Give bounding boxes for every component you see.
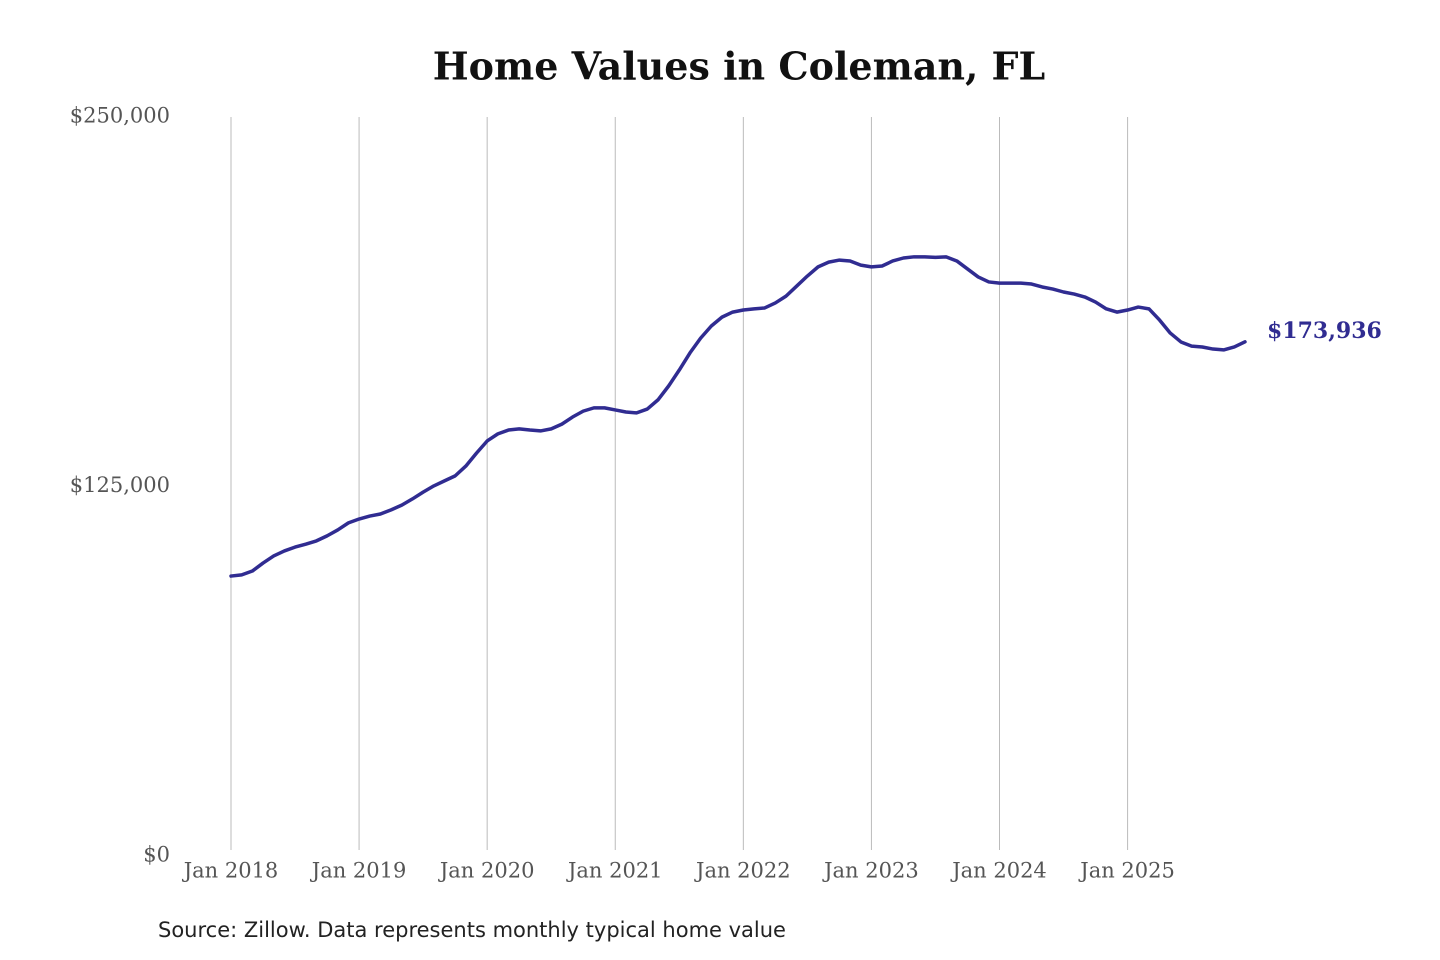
x-tick-label: Jan 2020 — [438, 859, 535, 883]
x-tick-label: Jan 2021 — [566, 859, 663, 883]
x-tick-label: Jan 2022 — [694, 859, 791, 883]
x-tick-label: Jan 2025 — [1078, 859, 1175, 883]
x-tick-label: Jan 2024 — [950, 859, 1047, 883]
x-tick-label: Jan 2019 — [310, 859, 407, 883]
x-tick-label: Jan 2023 — [822, 859, 919, 883]
y-tick-label: $0 — [143, 843, 170, 867]
chart-title: Home Values in Coleman, FL — [433, 44, 1045, 89]
line — [229, 255, 1247, 578]
end-label: $173,936 — [1267, 318, 1382, 344]
y-tick-label: $250,000 — [70, 104, 170, 128]
y-tick-label: $125,000 — [70, 473, 170, 497]
x-tick-label: Jan 2018 — [182, 859, 279, 883]
source-note: Source: Zillow. Data represents monthly … — [158, 918, 786, 942]
